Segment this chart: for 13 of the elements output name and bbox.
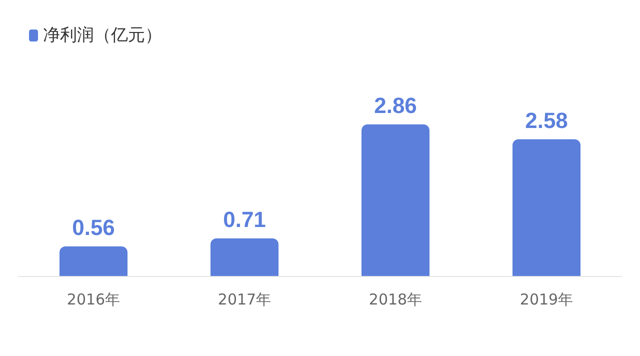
legend-label: 净利润（亿元） (43, 26, 162, 46)
x-tick-label: 2017年 (218, 290, 272, 308)
bar (512, 139, 580, 276)
bar (362, 124, 430, 276)
bar (210, 238, 278, 276)
x-tick-label: 2019年 (520, 290, 574, 308)
data-label: 2.58 (525, 108, 568, 133)
data-label: 2.86 (374, 92, 417, 118)
bar (60, 246, 128, 276)
x-tick-label: 2018年 (368, 290, 422, 308)
x-tick-label: 2016年 (66, 290, 120, 308)
data-label: 0.71 (223, 206, 266, 232)
data-label: 0.56 (72, 214, 115, 240)
